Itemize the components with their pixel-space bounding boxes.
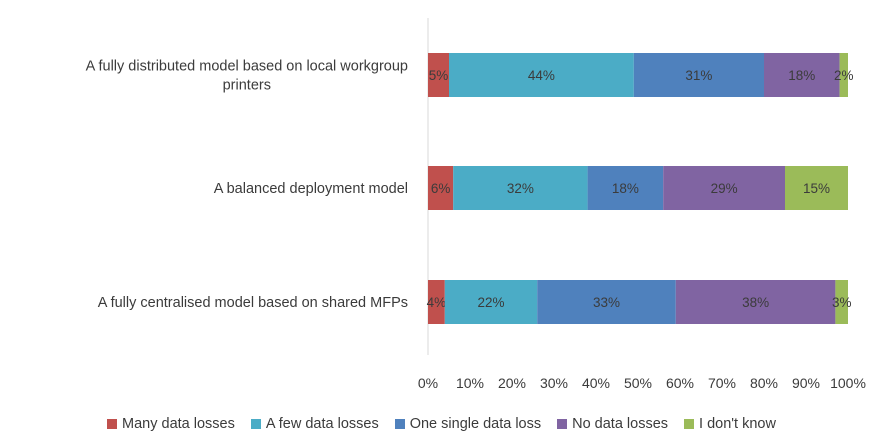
legend-swatch bbox=[557, 419, 568, 429]
data-label: 44% bbox=[528, 68, 555, 83]
legend-label: Many data losses bbox=[122, 416, 235, 432]
category-label-line: A balanced deployment model bbox=[214, 181, 408, 197]
data-label: 3% bbox=[832, 295, 852, 310]
data-label: 38% bbox=[742, 295, 769, 310]
bar-segment bbox=[839, 53, 848, 97]
legend-label: A few data losses bbox=[265, 416, 379, 432]
legend-item: A few data losses bbox=[250, 416, 379, 432]
category-label: A fully centralised model based on share… bbox=[98, 295, 408, 311]
legend-swatch bbox=[394, 419, 405, 429]
x-tick-label: 50% bbox=[624, 375, 652, 391]
data-label: 18% bbox=[788, 68, 815, 83]
data-label: 31% bbox=[685, 68, 712, 83]
bar-segment bbox=[453, 166, 588, 210]
x-tick-label: 10% bbox=[456, 375, 484, 391]
category-label-line: A fully distributed model based on local… bbox=[86, 59, 408, 75]
stacked-bar-chart: 5% 44% 31% 18% 2% A fully distributed model b… bbox=[86, 18, 866, 391]
x-tick-label: 0% bbox=[418, 375, 438, 391]
category-label: A balanced deployment model bbox=[214, 181, 408, 197]
bar-segment bbox=[675, 280, 836, 324]
data-label: 4% bbox=[427, 295, 447, 310]
legend-item: I don't know bbox=[684, 416, 776, 432]
bar-segment bbox=[587, 166, 664, 210]
legend-item: No data losses bbox=[557, 416, 668, 432]
legend-swatch bbox=[684, 419, 695, 429]
x-tick-label: 80% bbox=[750, 375, 778, 391]
data-label: 6% bbox=[431, 181, 451, 196]
bar-segment bbox=[428, 280, 445, 324]
bar-segment bbox=[785, 166, 848, 210]
x-tick-label: 40% bbox=[582, 375, 610, 391]
legend-item: One single data loss bbox=[394, 416, 542, 432]
category-label-line: A fully centralised model based on share… bbox=[98, 295, 408, 311]
bar-segment bbox=[444, 280, 538, 324]
legend-label: No data losses bbox=[572, 416, 669, 432]
data-label: 2% bbox=[834, 68, 854, 83]
bar-segment bbox=[663, 166, 785, 210]
x-tick-label: 70% bbox=[708, 375, 736, 391]
bar-segment bbox=[764, 53, 840, 97]
bar-segment bbox=[428, 53, 449, 97]
chart-legend: Many data losses A few data losses One sin… bbox=[0, 412, 883, 436]
x-tick-label: 20% bbox=[498, 375, 526, 391]
x-tick-label: 90% bbox=[792, 375, 820, 391]
legend-swatch bbox=[250, 419, 261, 429]
data-label: 29% bbox=[711, 181, 738, 196]
x-tick-label: 100% bbox=[830, 375, 866, 391]
data-label: 18% bbox=[612, 181, 639, 196]
bar-segment bbox=[835, 280, 848, 324]
x-tick-label: 30% bbox=[540, 375, 568, 391]
data-label: 15% bbox=[803, 181, 830, 196]
data-label: 32% bbox=[507, 181, 534, 196]
bar-segment bbox=[428, 166, 454, 210]
x-tick-label: 60% bbox=[666, 375, 694, 391]
category-label: A fully distributed model based on local… bbox=[86, 59, 408, 94]
category-label-line: printers bbox=[223, 78, 271, 94]
legend-item: Many data losses bbox=[107, 416, 235, 432]
data-label: 22% bbox=[477, 295, 504, 310]
bar-segment bbox=[633, 53, 764, 97]
legend-label: I don't know bbox=[699, 416, 776, 432]
legend-swatch bbox=[107, 419, 118, 429]
data-label: 33% bbox=[593, 295, 620, 310]
bar-segment bbox=[537, 280, 676, 324]
bar-segment bbox=[449, 53, 634, 97]
legend-label: One single data loss bbox=[409, 416, 542, 432]
data-label: 5% bbox=[429, 68, 449, 83]
